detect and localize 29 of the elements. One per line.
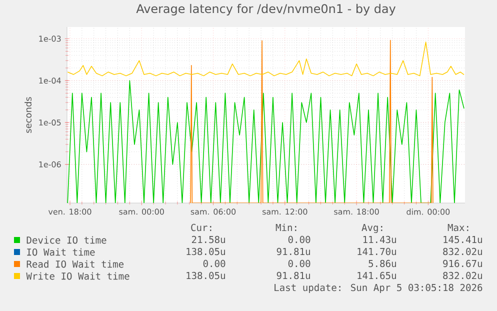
text: 832.02u [443,248,482,256]
text: 11.43u [363,236,396,244]
text: 5.86u [368,260,396,268]
text: 0.00 [288,236,310,244]
text: 141.70u [358,248,396,256]
line-series [67,42,464,76]
line-series [190,40,434,204]
text: Cur: [191,224,212,232]
text: 145.41u [444,236,482,244]
text: 138.05u [186,248,225,256]
text: 916.67u [443,260,482,268]
text: 141.65u [358,272,396,280]
text: 21.58u [192,236,225,244]
text: 832.02u [443,272,482,280]
text: 138.05u [186,272,225,280]
legend-label: Write IO Wait time [26,272,130,280]
text: 91.81u [276,248,310,256]
chart-title: Average latency for /dev/nvme0n1 - by day [136,4,396,16]
text: 0.00 [203,260,226,268]
legend-label: Device IO time [26,236,106,244]
legend-label: Read IO Wait time [26,260,124,268]
text: Max: [448,224,468,232]
text: Avg: [362,224,382,234]
text: Min: [276,224,296,231]
text: Last update: Sun Apr 5 03:05:18 2026 [274,284,482,293]
text: 0.00 [288,260,310,268]
legend-label: IO Wait time [27,248,95,256]
text: 91.81u [276,272,310,280]
y-axis-title: seconds [24,97,32,133]
